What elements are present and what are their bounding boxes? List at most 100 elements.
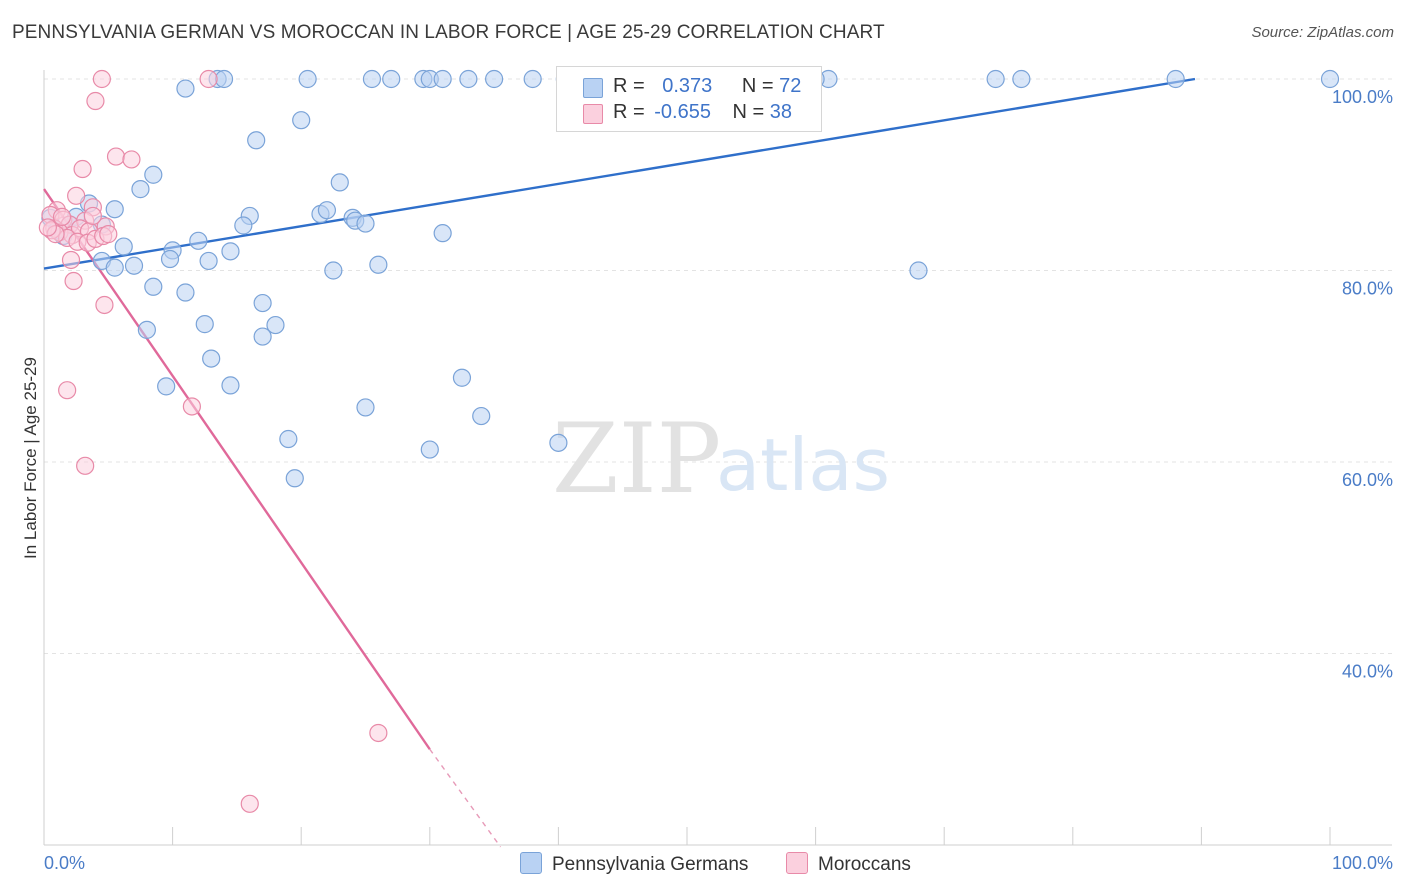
legend-n-value: 72 (779, 75, 802, 97)
trend-line-moroccan-extension (429, 748, 502, 848)
data-point-moroccan (58, 381, 77, 400)
data-point-pennsylvania (247, 131, 266, 150)
trend-line-pennsylvania (43, 77, 1196, 270)
data-point-moroccan (52, 207, 72, 226)
data-point-pennsylvania (523, 69, 542, 89)
data-point-pennsylvania (202, 349, 221, 368)
data-points (38, 69, 1340, 813)
data-point-pennsylvania (369, 255, 388, 274)
watermark: ZIP atlas (552, 403, 890, 515)
data-point-pennsylvania (279, 429, 298, 449)
data-point-moroccan (86, 91, 105, 111)
chart-title: PENNSYLVANIA GERMAN VS MOROCCAN IN LABOR… (12, 22, 885, 43)
data-point-pennsylvania (1166, 69, 1185, 89)
data-point-moroccan (369, 723, 388, 743)
chart-source: Source: ZipAtlas.com (1251, 24, 1394, 41)
y-tick-label: 80.0% (1342, 279, 1393, 299)
data-point-pennsylvania (298, 69, 317, 89)
data-point-pennsylvania (176, 79, 195, 98)
data-point-pennsylvania (909, 261, 928, 280)
data-point-pennsylvania (324, 261, 343, 280)
data-point-pennsylvania (285, 469, 304, 488)
data-point-pennsylvania (221, 376, 240, 395)
data-point-pennsylvania (114, 237, 133, 256)
data-point-pennsylvania (124, 256, 144, 275)
correlation-legend: R = 0.373 N = 72 R = -0.655 N = 38 (556, 66, 822, 132)
data-point-pennsylvania (433, 69, 452, 89)
data-point-pennsylvania (137, 320, 156, 339)
data-point-pennsylvania (382, 69, 401, 89)
y-tick-label: 100.0% (1332, 87, 1393, 107)
legend-r-value: 0.373 (662, 75, 713, 97)
data-point-moroccan (240, 794, 259, 813)
legend-r-label: R = (613, 101, 645, 123)
x-tick-label: 0.0% (44, 853, 85, 873)
data-point-pennsylvania (144, 165, 163, 184)
y-tick-label: 40.0% (1342, 662, 1393, 682)
legend-r-label: R = (613, 75, 645, 97)
data-point-pennsylvania (157, 377, 176, 396)
data-point-pennsylvania (195, 315, 214, 334)
axes (43, 70, 1392, 846)
data-point-pennsylvania (105, 258, 124, 277)
legend-swatch-moroccans (583, 104, 603, 124)
bottom-legend-label: Pennsylvania Germans (552, 854, 749, 875)
data-point-pennsylvania (214, 69, 234, 89)
data-point-pennsylvania (472, 406, 491, 426)
data-point-pennsylvania (266, 315, 285, 335)
data-point-pennsylvania (1012, 69, 1031, 89)
bottom-legend-swatch (786, 852, 808, 874)
data-point-pennsylvania (292, 111, 311, 130)
data-point-moroccan (199, 69, 218, 89)
tick-labels: 40.0% 60.0% 80.0% 100.0% 0.0% 100.0% (44, 87, 1393, 873)
data-point-pennsylvania (549, 433, 568, 452)
data-point-moroccan (67, 186, 86, 205)
data-point-moroccan (99, 225, 118, 244)
data-point-pennsylvania (131, 180, 150, 199)
grid-lines (44, 78, 1392, 654)
data-point-pennsylvania (234, 216, 253, 235)
data-point-pennsylvania (459, 69, 478, 89)
data-point-pennsylvania (452, 368, 472, 387)
data-point-pennsylvania (356, 398, 375, 417)
data-point-moroccan (73, 159, 92, 179)
data-point-pennsylvania (144, 277, 163, 296)
data-point-pennsylvania (176, 283, 195, 302)
data-point-pennsylvania (253, 293, 272, 313)
data-point-moroccan (106, 147, 126, 166)
watermark-zip: ZIP (552, 403, 721, 515)
data-point-moroccan (182, 397, 201, 416)
data-point-pennsylvania (433, 224, 452, 243)
data-point-pennsylvania (317, 201, 337, 220)
data-point-pennsylvania (1320, 69, 1340, 89)
watermark-atlas: atlas (716, 423, 890, 507)
bottom-legend-moroccans[interactable]: Moroccans (786, 852, 911, 876)
legend-n-label: N = (732, 101, 765, 123)
data-point-pennsylvania (362, 69, 382, 89)
data-point-moroccan (92, 69, 111, 89)
data-point-pennsylvania (253, 327, 272, 346)
data-point-pennsylvania (330, 173, 349, 192)
legend-r-value: -0.655 (654, 101, 711, 123)
bottom-legend-swatch (520, 852, 542, 874)
legend-n-value: 38 (769, 101, 793, 123)
legend-n-label: N = (741, 75, 774, 97)
y-tick-label: 60.0% (1342, 470, 1393, 490)
data-point-moroccan (61, 250, 81, 270)
data-point-pennsylvania (189, 231, 208, 250)
data-point-pennsylvania (356, 214, 375, 233)
bottom-legend-pennsylvania[interactable]: Pennsylvania Germans (520, 852, 748, 876)
bottom-legend-label: Moroccans (818, 854, 911, 875)
data-point-moroccan (122, 150, 141, 169)
data-point-pennsylvania (221, 242, 240, 261)
data-point-pennsylvania (160, 249, 180, 269)
data-point-pennsylvania (986, 69, 1005, 89)
data-point-moroccan (95, 295, 114, 315)
x-tick-label: 100.0% (1332, 853, 1393, 873)
data-point-pennsylvania (420, 440, 439, 459)
data-point-pennsylvania (199, 251, 218, 271)
legend-swatch-pennsylvania (583, 78, 603, 98)
trend-line-moroccan (43, 188, 431, 750)
trend-lines (43, 77, 1196, 848)
